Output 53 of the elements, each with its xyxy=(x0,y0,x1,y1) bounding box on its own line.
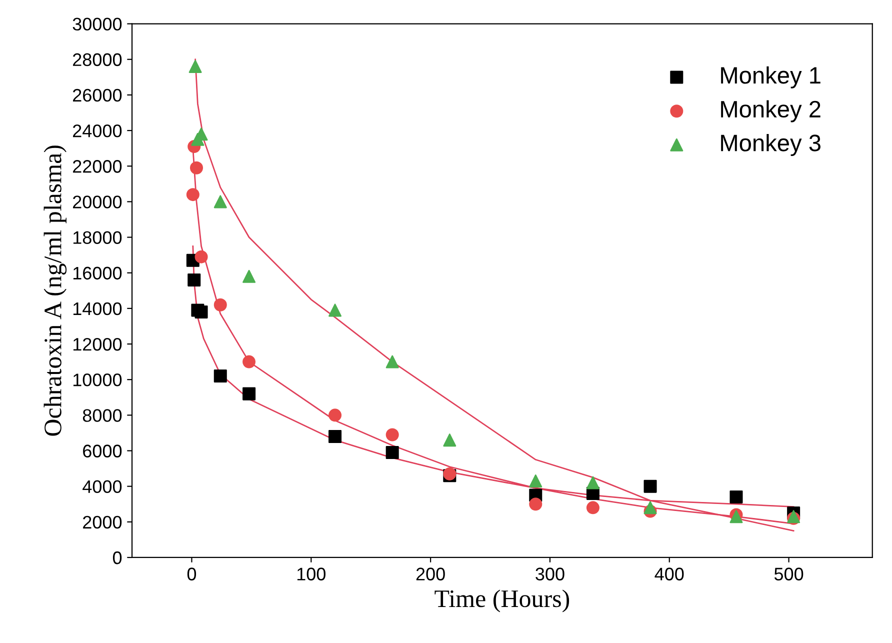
y-axis-title: Ochratoxin A (ng/ml plasma) xyxy=(44,146,67,436)
point xyxy=(242,387,256,400)
point xyxy=(186,188,200,202)
point xyxy=(328,430,342,444)
legend-label: Monkey 1 xyxy=(721,66,820,88)
y-tick-label: 6000 xyxy=(83,444,122,458)
y-tick-label: 20000 xyxy=(73,196,122,208)
point xyxy=(386,428,399,442)
point xyxy=(190,161,204,174)
point xyxy=(386,355,399,368)
point xyxy=(214,370,227,383)
y-tick-label: 4000 xyxy=(82,480,122,494)
point xyxy=(328,408,342,422)
legend-label: Monkey 3 xyxy=(721,134,820,156)
x-tick-label: 200 xyxy=(416,568,445,580)
y-tick-label: 12000 xyxy=(73,338,122,351)
x-tick-label: 500 xyxy=(774,568,804,580)
point xyxy=(194,250,208,264)
point xyxy=(586,476,600,490)
y-tick-label: 16000 xyxy=(73,266,122,280)
y-tick-label: 24000 xyxy=(73,124,122,138)
y-tick-label: 10000 xyxy=(73,374,122,386)
x-axis-title: Time (Hours) xyxy=(434,590,570,612)
x-tick-label: 400 xyxy=(654,568,684,580)
y-tick-label: 2000 xyxy=(83,516,122,529)
y-tick-label: 26000 xyxy=(73,88,122,102)
x-tick-label: 300 xyxy=(536,568,564,580)
point xyxy=(529,498,542,511)
point xyxy=(242,270,256,283)
point xyxy=(194,305,208,318)
x-tick-label: 100 xyxy=(297,568,326,580)
legend-label: Monkey 2 xyxy=(721,100,820,122)
point xyxy=(386,446,399,460)
point xyxy=(644,501,657,514)
point xyxy=(214,195,227,208)
point xyxy=(328,304,342,317)
point xyxy=(242,355,256,368)
y-tick-label: 28000 xyxy=(73,53,122,66)
y-tick-label: 18000 xyxy=(73,231,122,244)
x-tick-label: 0 xyxy=(187,568,196,580)
point xyxy=(214,298,227,312)
point xyxy=(644,480,657,493)
point xyxy=(188,60,202,73)
y-tick-label: 0 xyxy=(112,551,122,564)
y-tick-label: 30000 xyxy=(72,18,122,31)
y-tick-label: 14000 xyxy=(73,302,122,316)
point xyxy=(586,501,600,514)
point xyxy=(529,474,542,488)
y-tick-label: 8000 xyxy=(82,409,122,422)
point xyxy=(443,434,456,447)
y-tick-label: 22000 xyxy=(73,160,122,173)
point xyxy=(188,273,201,286)
point xyxy=(730,490,743,504)
